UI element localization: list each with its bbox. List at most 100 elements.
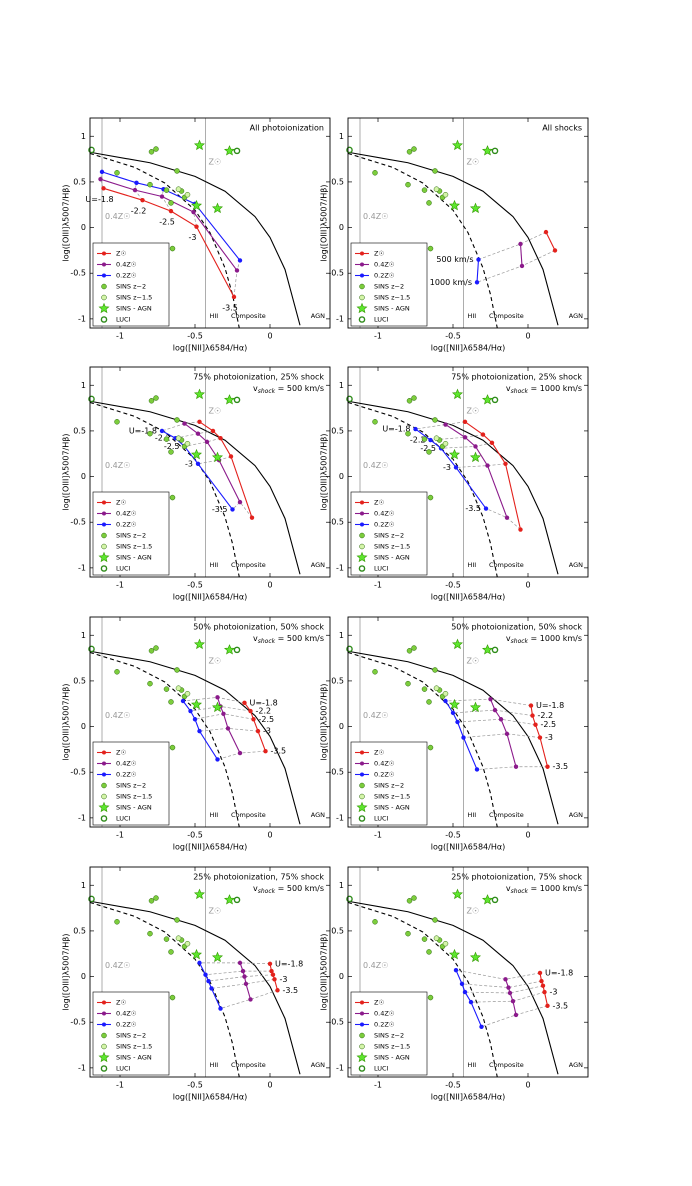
observed-point [442,191,449,198]
y-tick-label: 1 [81,381,86,390]
model-point [485,463,490,468]
model-point [545,764,550,769]
point-label: -2.5 [159,218,175,227]
metallicity-label: Z☉ [209,906,222,915]
observed-point [433,685,440,691]
connector [464,985,544,994]
panel-subtitle: vshock = 1000 km/s [506,884,582,896]
model-point [443,422,448,427]
metallicity-label: Z☉ [209,656,222,665]
metallicity-label: Z☉ [467,656,480,665]
x-tick-label: -1 [116,1081,124,1090]
region-label: Composite [489,1061,524,1069]
observed-point [184,940,191,947]
model-point [231,294,237,300]
observed-point [451,888,464,900]
region-label: AGN [569,561,583,569]
observed-point [469,951,482,963]
legend-label: Z☉ [116,499,126,507]
y-tick-label: 0.5 [331,426,344,435]
demarcation-line [348,650,559,825]
y-tick-label: -1 [336,813,344,822]
observed-point [427,994,434,1001]
legend-label: SINS z~2 [374,782,404,790]
legend-label: SINS z~1.5 [374,1043,410,1051]
point-label: U=-1.8 [250,698,278,707]
demarcation-line [90,151,301,326]
legend-marker [100,316,108,323]
y-tick-label: 1 [81,631,86,640]
region-label: AGN [311,312,325,320]
observed-point [163,436,170,442]
observed-point [175,685,182,691]
model-point [443,698,448,704]
panel: -1 -0.5 0 -1 -0.5 0 0.5 1 0.4Z☉ Z☉ HII Composite AGN… [62,866,331,1102]
y-tick-label: 0.5 [73,177,86,186]
observed-point [184,191,191,198]
observed-point [169,494,176,501]
model-point [218,436,223,441]
legend-label: SINS z~2 [116,1032,146,1040]
y-tick-label: -1 [336,563,344,572]
legend-marker [356,302,368,314]
legend-label: LUCI [116,1065,131,1073]
legend-marker [358,316,366,323]
legend-marker [102,522,106,527]
legend-label: 0.2Z☉ [116,272,137,280]
observed-point [148,898,155,904]
panel: -1 -0.5 0 -1 -0.5 0 0.5 1 0.4Z☉ Z☉ HII Composite AGN… [62,366,331,602]
legend-label: 0.2Z☉ [374,521,395,529]
y-tick-label: -0.5 [70,518,86,527]
model-point [537,970,543,976]
legend-marker [101,793,107,800]
subtitle-part: shock [511,388,529,395]
y-tick-label: 1 [81,132,86,141]
model-point [462,989,468,995]
legend-marker [101,283,107,290]
model-point [243,981,249,987]
region-label: HII [210,1061,219,1069]
observed-point [114,170,120,176]
y-tick-label: -1 [78,1063,86,1072]
observed-point [405,430,411,437]
observed-point [491,147,499,155]
y-tick-label: -1 [78,813,86,822]
observed-point [372,170,378,176]
connector [461,980,542,988]
observed-point [169,744,176,751]
observed-point [233,646,241,654]
legend-label: 0.4Z☉ [374,261,395,269]
observed-point [411,395,417,401]
panel: -1 -0.5 0 -1 -0.5 0 0.5 1 0.4Z☉ Z☉ HII Composite AGN… [320,616,589,852]
region-label: Composite [231,811,266,819]
legend-label: 0.2Z☉ [116,771,137,779]
region-label: HII [210,312,219,320]
legend-marker [102,251,106,256]
point-label: -3 [550,988,558,997]
region-label: Composite [489,312,524,320]
observed-point [405,181,411,188]
model-point [530,713,535,718]
model-point [473,444,478,449]
legend-marker [358,565,366,572]
metallicity-label: 0.4Z☉ [363,461,388,470]
subtitle-part: = 1000 km/s [528,384,582,393]
model-point [210,428,216,434]
model-point [545,1003,550,1008]
legend-label: LUCI [374,815,389,823]
model-point [195,431,201,436]
legend-label: SINS z~2 [116,782,146,790]
connector [455,463,506,468]
region-label: Composite [231,1061,266,1069]
model-point [269,968,274,974]
model-point [230,507,235,512]
model-point [225,726,231,731]
connector [455,969,541,980]
model-point [240,968,246,974]
observed-point [168,200,174,206]
metallicity-label: Z☉ [467,406,480,415]
observed-point [491,646,499,654]
legend-label: SINS z~1.5 [116,793,152,801]
observed-point [233,896,241,904]
y-tick-label: 1 [339,881,344,890]
